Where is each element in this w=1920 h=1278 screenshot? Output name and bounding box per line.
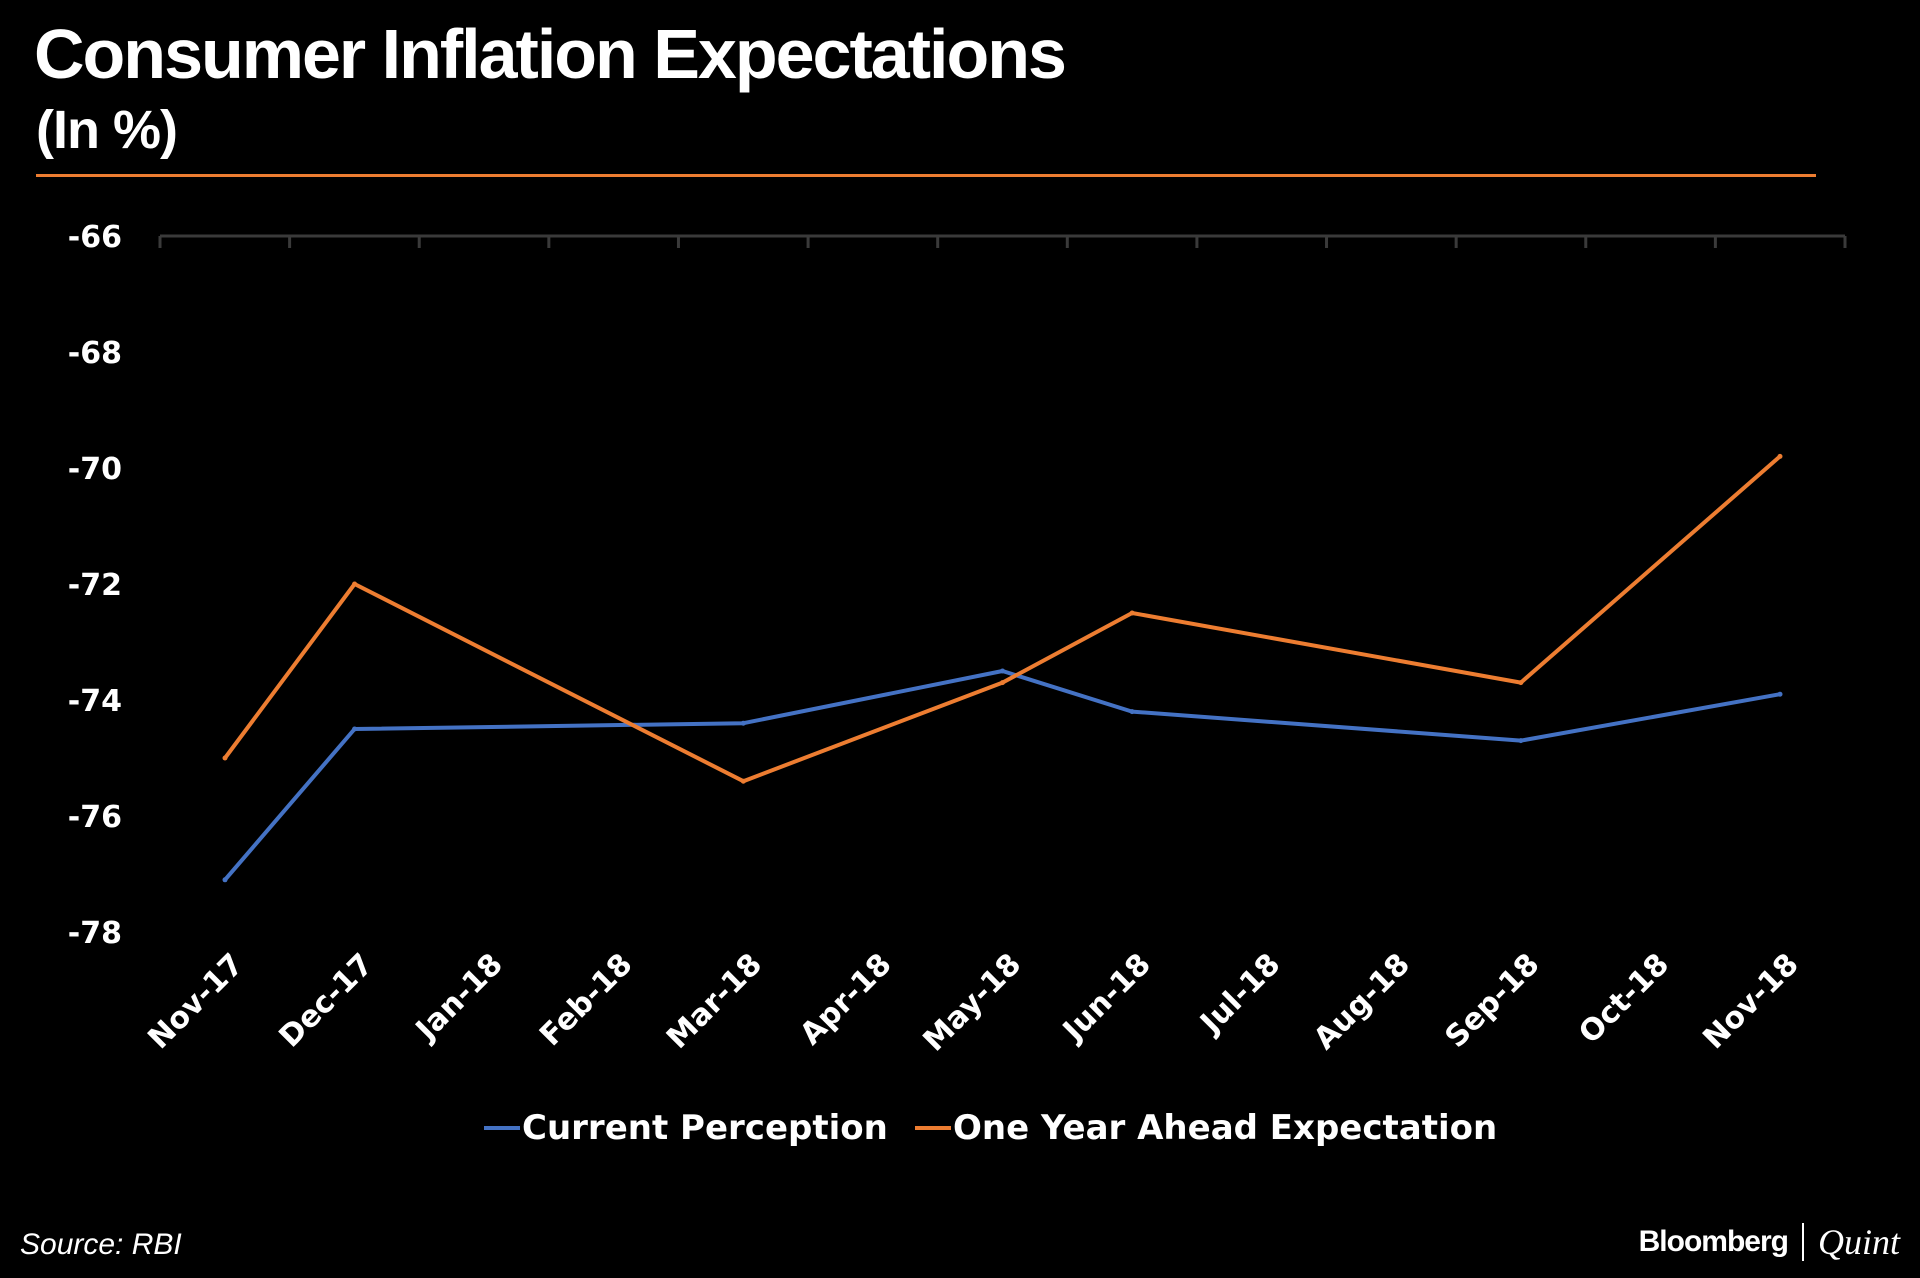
x-tick-label: Feb-18 bbox=[533, 947, 639, 1053]
x-tick-label: Aug-18 bbox=[1307, 947, 1417, 1057]
brand-quint: Quint bbox=[1817, 1222, 1900, 1262]
source-note: Source: RBI bbox=[20, 1228, 182, 1261]
brand-logo: Bloomberg Quint bbox=[1639, 1221, 1900, 1263]
data-point-current-perception bbox=[1129, 709, 1135, 715]
data-point-one-year-ahead bbox=[222, 755, 228, 761]
chart-title: Consumer Inflation Expectations bbox=[34, 15, 1067, 93]
y-tick-label: -74 bbox=[68, 684, 122, 719]
title-divider bbox=[36, 174, 1816, 177]
x-tick-label: Dec-17 bbox=[273, 947, 381, 1055]
series-line-one-year-ahead bbox=[223, 454, 1782, 784]
x-tick-label: Jul-18 bbox=[1193, 947, 1288, 1042]
x-tick-label: Apr-18 bbox=[793, 947, 898, 1052]
y-tick-label: -70 bbox=[68, 452, 122, 487]
x-tick-label: May-18 bbox=[916, 947, 1028, 1059]
data-point-one-year-ahead bbox=[740, 778, 746, 784]
y-tick-label: -72 bbox=[68, 568, 122, 603]
y-tick-label: -68 bbox=[68, 336, 122, 371]
data-point-current-perception bbox=[1518, 738, 1524, 744]
data-point-one-year-ahead bbox=[1129, 610, 1135, 616]
brand-divider bbox=[1801, 1223, 1804, 1261]
x-tick-label: Oct-18 bbox=[1572, 947, 1676, 1051]
x-tick-label: Nov-17 bbox=[141, 947, 250, 1056]
y-tick-label: -78 bbox=[68, 916, 122, 951]
series-line-current-perception bbox=[223, 669, 1782, 882]
data-point-current-perception bbox=[352, 726, 358, 732]
x-tick-label: Jun-18 bbox=[1055, 947, 1158, 1050]
chart-subtitle: (In %) bbox=[36, 100, 178, 160]
x-tick-label: Nov-18 bbox=[1696, 947, 1805, 1056]
data-point-one-year-ahead bbox=[1518, 680, 1524, 686]
data-point-current-perception bbox=[1777, 691, 1783, 697]
data-point-current-perception bbox=[740, 720, 746, 726]
legend-label-current-perception: Current Perception bbox=[522, 1108, 888, 1148]
x-tick-label: Jan-18 bbox=[408, 947, 510, 1049]
data-point-one-year-ahead bbox=[1777, 453, 1783, 459]
x-tick-label: Sep-18 bbox=[1439, 947, 1547, 1055]
data-point-one-year-ahead bbox=[352, 581, 358, 587]
data-point-current-perception bbox=[1000, 668, 1005, 674]
x-tick-label: Mar-18 bbox=[660, 947, 769, 1056]
y-tick-label: -66 bbox=[68, 220, 122, 255]
data-point-current-perception bbox=[222, 877, 228, 883]
brand-bloomberg: Bloomberg bbox=[1638, 1225, 1789, 1258]
y-tick-label: -76 bbox=[68, 800, 122, 835]
legend-label-one-year-ahead: One Year Ahead Expectation bbox=[953, 1108, 1497, 1148]
data-point-one-year-ahead bbox=[1000, 680, 1005, 686]
